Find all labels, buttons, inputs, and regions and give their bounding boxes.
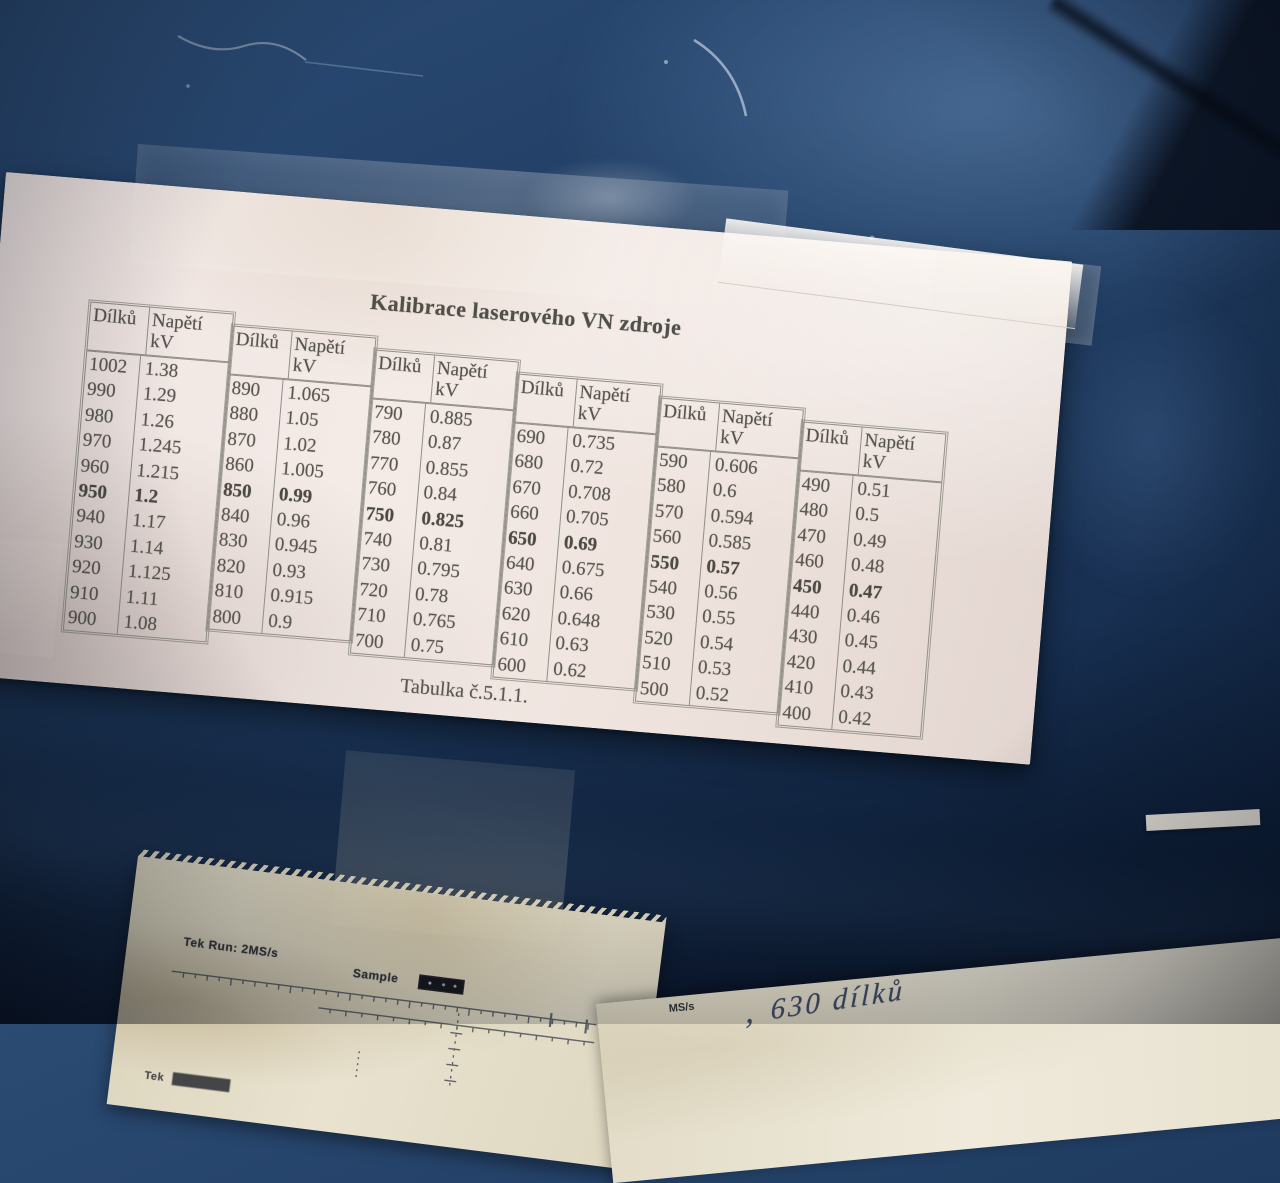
scope-run-label: Tek Run: 2MS/s	[182, 934, 280, 961]
dilku-cell: 700	[351, 627, 407, 657]
table-group-rows: 1002 1.38 990 1.29 980 1.26 970 1.245 960 1.215 95…	[63, 350, 229, 642]
calibration-table: Dílků Napětí kV 1002 1.38 990 1.29 980 1.26 970 1.…	[60, 299, 952, 740]
column-header-napeti: Napětí kV	[574, 380, 661, 434]
table-group-rows: 890 1.065 880 1.05 870 1.02 860 1.005 850 0.99 840…	[208, 374, 372, 641]
column-header-dilku: Dílků	[799, 422, 863, 475]
column-header-napeti: Napětí kV	[859, 428, 946, 482]
table-group: Dílků Napětí kV 790 0.885 780 0.87 770 0.855 760 0…	[347, 347, 522, 668]
column-header-napeti: Napětí kV	[431, 356, 518, 410]
scope-footer-label: Tek	[143, 1069, 165, 1084]
tape-strip-left	[0, 537, 63, 658]
column-header-dilku: Dílků	[87, 302, 151, 355]
column-header-dilku: Dílků	[229, 326, 293, 379]
table-group: Dílků Napětí kV 1002 1.38 990 1.29 980 1.26 970 1.…	[60, 299, 237, 645]
table-group: Dílků Napětí kV 890 1.065 880 1.05 870 1.02 860 1.…	[205, 323, 379, 644]
tape-strip-bottom	[330, 750, 576, 945]
note-partial-print-label: MS/s	[668, 1000, 695, 1016]
tape-shine	[520, 158, 700, 238]
dilku-cell: 900	[63, 604, 120, 635]
table-group: Dílků Napětí kV 690 0.735 680 0.72 670 0.708 660 0…	[490, 371, 664, 692]
dilku-cell: 500	[635, 675, 692, 705]
dilku-cell: 400	[778, 699, 835, 730]
column-header-napeti: Napětí kV	[716, 404, 803, 458]
column-header-dilku: Dílků	[372, 350, 436, 403]
dilku-cell: 600	[493, 651, 550, 681]
column-header-dilku: Dílků	[657, 398, 721, 451]
table-group: Dílků Napětí kV 490 0.51 480 0.5 470 0.49 460 0.48…	[775, 419, 949, 740]
pen-stroke: ,	[745, 991, 758, 1032]
table-group-rows: 790 0.885 780 0.87 770 0.855 760 0.84 750 0.825 74…	[351, 398, 514, 665]
column-header-napeti: Napětí kV	[146, 308, 233, 362]
table-group-rows: 690 0.735 680 0.72 670 0.708 660 0.705 650 0.69 64…	[493, 422, 657, 689]
dilku-cell: 800	[208, 603, 265, 633]
scope-footer-badge	[171, 1072, 231, 1093]
table-group-rows: 590 0.606 580 0.6 570 0.594 560 0.585 550 0.57 540…	[635, 446, 799, 713]
table-group: Dílků Napětí kV 590 0.606 580 0.6 570 0.594 560 0.…	[632, 395, 807, 716]
column-header-dilku: Dílků	[514, 374, 578, 427]
table-group-rows: 490 0.51 480 0.5 470 0.49 460 0.48 450 0.47 440 0.4…	[778, 470, 942, 737]
column-header-napeti: Napětí kV	[289, 332, 376, 386]
